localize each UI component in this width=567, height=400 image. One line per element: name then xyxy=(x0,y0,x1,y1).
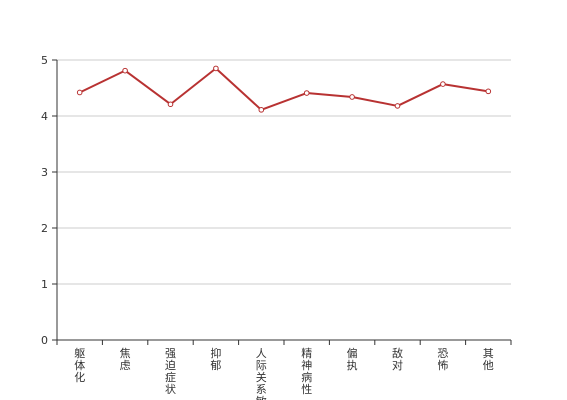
data-point xyxy=(167,101,174,108)
x-category-label: 敌对 xyxy=(392,346,403,372)
x-axis: 躯体化 焦虑 强迫症状 抑郁 人际关系敏感 精神病性 偏执 敌对 恐怖 其他 xyxy=(56,339,512,400)
data-point xyxy=(76,89,83,96)
data-point xyxy=(213,65,219,72)
data-point xyxy=(122,67,128,74)
series-line xyxy=(79,67,489,111)
data-point xyxy=(485,88,492,95)
y-axis: 0 1 2 3 4 5 xyxy=(41,54,58,347)
series-group xyxy=(76,65,492,113)
x-category-label: 人际关系敏感 xyxy=(256,347,267,400)
x-category-label: 精神病性 xyxy=(301,347,312,396)
y-tick-label: 3 xyxy=(41,166,48,179)
data-point xyxy=(258,107,265,113)
y-tick-label: 1 xyxy=(41,278,48,291)
x-category-label: 抑郁 xyxy=(210,346,221,372)
data-point xyxy=(349,94,355,100)
y-tick-label: 2 xyxy=(41,222,48,235)
x-category-label: 偏执 xyxy=(347,346,358,372)
x-category-label: 强迫症状 xyxy=(165,347,176,396)
grid-lines xyxy=(57,59,511,285)
x-category-label: 其他 xyxy=(483,347,494,372)
data-point xyxy=(303,90,310,96)
data-point xyxy=(394,103,401,109)
x-category-label: 躯体化 xyxy=(74,347,85,384)
y-tick-label: 4 xyxy=(41,110,48,123)
x-category-label: 焦虑 xyxy=(120,347,131,372)
y-tick-label: 5 xyxy=(41,54,48,67)
y-tick-label: 0 xyxy=(41,334,48,347)
x-category-label: 恐怖 xyxy=(437,347,448,372)
data-point xyxy=(440,81,446,87)
